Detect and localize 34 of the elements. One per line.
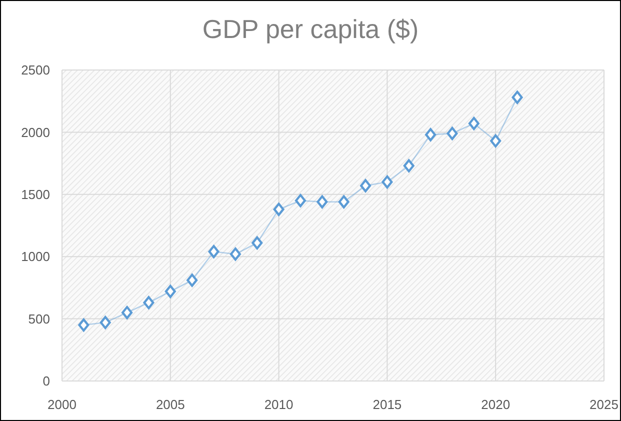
point	[100, 316, 111, 330]
point	[403, 159, 414, 172]
point	[164, 284, 176, 298]
y-tick-label: 2500	[21, 62, 50, 78]
point	[208, 245, 220, 258]
point	[78, 318, 90, 332]
point	[512, 90, 523, 104]
y-tick-label: 500	[28, 311, 50, 326]
x-tick-label: 2020	[481, 397, 510, 412]
point	[273, 202, 284, 216]
point	[468, 116, 480, 130]
y-tick-label: 0	[42, 374, 50, 389]
y-tick-label: 1500	[21, 186, 50, 202]
point	[382, 175, 393, 189]
point	[252, 236, 263, 250]
point	[186, 274, 198, 287]
x-tick-label: 2015	[372, 397, 402, 412]
point	[425, 128, 436, 142]
y-tick-label: 1000	[21, 249, 50, 264]
point	[143, 296, 154, 310]
point	[316, 195, 328, 208]
point	[122, 306, 133, 320]
point	[360, 179, 372, 192]
x-tick-label: 2000	[48, 397, 76, 412]
point	[490, 134, 502, 148]
point	[294, 194, 306, 208]
point	[338, 195, 350, 208]
x-tick-label: 2005	[156, 397, 185, 412]
point	[230, 248, 241, 261]
chart-title: GDP per capita ($)	[202, 14, 419, 44]
x-tick-label: 2025	[590, 397, 618, 412]
point	[446, 126, 458, 140]
y-tick-label: 2000	[21, 124, 50, 140]
x-tick-label: 2010	[264, 397, 294, 412]
